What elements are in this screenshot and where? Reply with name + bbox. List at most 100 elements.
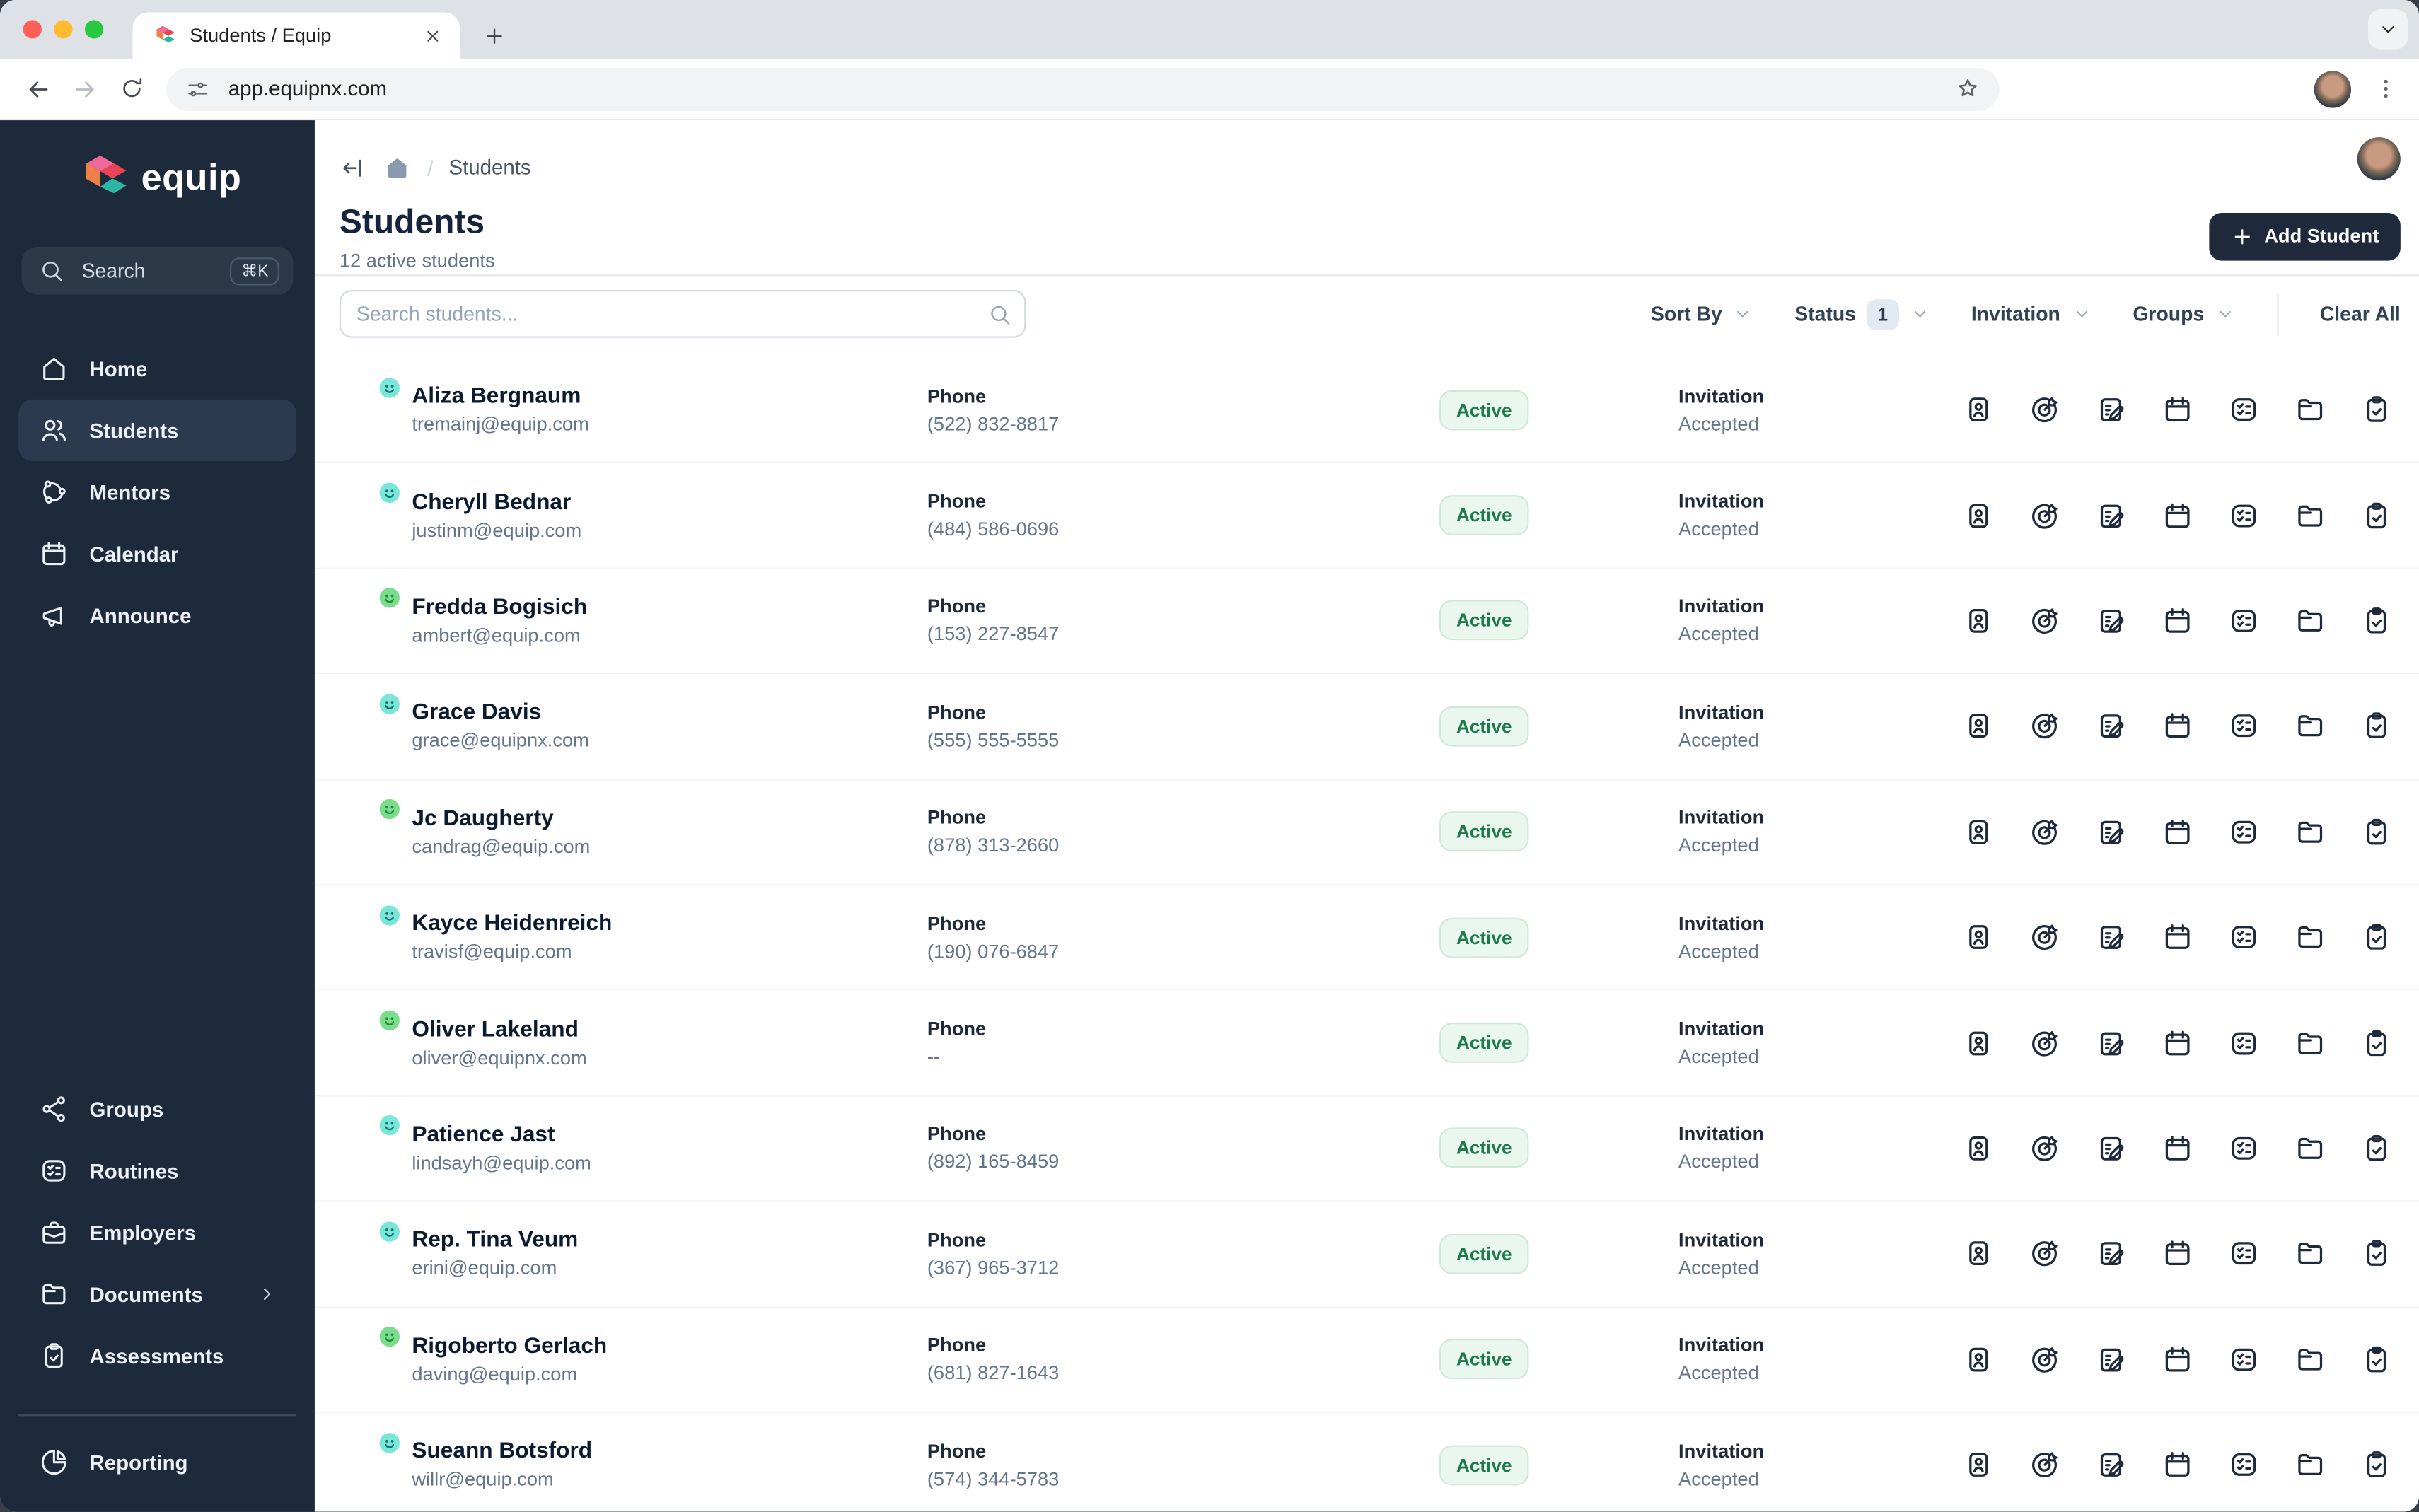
add-student-button[interactable]: Add Student — [2208, 211, 2401, 260]
row-action-assessments-clipboard-icon[interactable] — [2354, 704, 2397, 748]
row-action-assessments-clipboard-icon[interactable] — [2354, 494, 2397, 537]
row-action-routines-icon[interactable] — [2222, 1127, 2265, 1170]
forward-button[interactable] — [62, 66, 108, 112]
row-action-goals-target-icon[interactable] — [2022, 1021, 2065, 1064]
sidebar-item-mentors[interactable]: Mentors — [18, 461, 296, 523]
row-action-calendar-icon[interactable] — [2155, 1127, 2198, 1170]
browser-tab[interactable]: Students / Equip — [132, 12, 460, 59]
student-name[interactable]: Cheryll Bednar — [412, 489, 572, 515]
student-name[interactable]: Patience Jast — [412, 1122, 555, 1148]
student-name[interactable]: Kayce Heidenreich — [412, 912, 613, 937]
row-action-profile-card-icon[interactable] — [1956, 1443, 2000, 1487]
row-action-assessments-clipboard-icon[interactable] — [2354, 1443, 2397, 1487]
student-row[interactable]: Aliza Bergnaum tremainj@equip.com Phone (52… — [314, 358, 2419, 464]
row-action-routines-icon[interactable] — [2222, 1443, 2265, 1487]
student-row[interactable]: Grace Davis grace@equipnx.com Phone (555) 5… — [314, 675, 2419, 780]
sidebar-item-announce[interactable]: Announce — [18, 585, 296, 646]
row-action-profile-card-icon[interactable] — [1956, 810, 2000, 854]
student-name[interactable]: Grace Davis — [412, 701, 542, 726]
student-name[interactable]: Rep. Tina Veum — [412, 1228, 579, 1253]
filter-sort-by[interactable]: Sort By — [1651, 302, 1753, 325]
row-action-profile-card-icon[interactable] — [1956, 916, 2000, 959]
row-action-profile-card-icon[interactable] — [1956, 1021, 2000, 1064]
collapse-sidebar-icon[interactable] — [340, 153, 367, 181]
clear-all-filters-button[interactable]: Clear All — [2319, 302, 2401, 326]
students-search-input[interactable] — [341, 302, 1025, 326]
sidebar-item-routines[interactable]: Routines — [18, 1140, 296, 1202]
address-bar[interactable]: app.equipnx.com — [166, 66, 2000, 110]
row-action-profile-card-icon[interactable] — [1956, 388, 2000, 431]
row-action-documents-folder-icon[interactable] — [2288, 599, 2331, 642]
sidebar-item-calendar[interactable]: Calendar — [18, 523, 296, 584]
student-name[interactable]: Sueann Botsford — [412, 1439, 593, 1465]
filter-status[interactable]: Status 1 — [1794, 298, 1930, 330]
row-action-goals-target-icon[interactable] — [2022, 916, 2065, 959]
row-action-goals-target-icon[interactable] — [2022, 388, 2065, 431]
row-action-routines-icon[interactable] — [2222, 388, 2265, 431]
row-action-goals-target-icon[interactable] — [2022, 1443, 2065, 1487]
student-row[interactable]: Kayce Heidenreich travisf@equip.com Phone (… — [314, 885, 2419, 991]
row-action-notes-icon[interactable] — [2089, 704, 2132, 748]
row-action-notes-icon[interactable] — [2089, 1443, 2132, 1487]
student-name[interactable]: Rigoberto Gerlach — [412, 1334, 608, 1359]
sidebar-search[interactable]: Search ⌘K — [21, 246, 294, 295]
row-action-routines-icon[interactable] — [2222, 494, 2265, 537]
row-action-goals-target-icon[interactable] — [2022, 1337, 2065, 1380]
row-action-goals-target-icon[interactable] — [2022, 1127, 2065, 1170]
sidebar-item-assessments[interactable]: Assessments — [18, 1325, 296, 1387]
tab-search-button[interactable] — [2368, 9, 2408, 50]
sidebar-item-students[interactable]: Students — [18, 399, 296, 462]
row-action-assessments-clipboard-icon[interactable] — [2354, 1337, 2397, 1380]
row-action-notes-icon[interactable] — [2089, 916, 2132, 959]
row-action-documents-folder-icon[interactable] — [2288, 1021, 2331, 1064]
row-action-profile-card-icon[interactable] — [1956, 494, 2000, 537]
row-action-calendar-icon[interactable] — [2155, 1443, 2198, 1487]
row-action-documents-folder-icon[interactable] — [2288, 916, 2331, 959]
filter-groups[interactable]: Groups — [2133, 302, 2234, 325]
row-action-assessments-clipboard-icon[interactable] — [2354, 916, 2397, 959]
row-action-assessments-clipboard-icon[interactable] — [2354, 1127, 2397, 1170]
row-action-notes-icon[interactable] — [2089, 599, 2132, 642]
row-action-calendar-icon[interactable] — [2155, 1337, 2198, 1380]
row-action-documents-folder-icon[interactable] — [2288, 810, 2331, 854]
student-row[interactable]: Fredda Bogisich ambert@equip.com Phone (153… — [314, 569, 2419, 675]
student-name[interactable]: Aliza Bergnaum — [412, 384, 581, 409]
row-action-documents-folder-icon[interactable] — [2288, 388, 2331, 431]
row-action-documents-folder-icon[interactable] — [2288, 1127, 2331, 1170]
row-action-documents-folder-icon[interactable] — [2288, 704, 2331, 748]
browser-profile-avatar[interactable] — [2314, 70, 2352, 107]
row-action-calendar-icon[interactable] — [2155, 810, 2198, 854]
row-action-notes-icon[interactable] — [2089, 1232, 2132, 1275]
row-action-notes-icon[interactable] — [2089, 1021, 2132, 1064]
row-action-routines-icon[interactable] — [2222, 1232, 2265, 1275]
back-button[interactable] — [16, 66, 62, 112]
row-action-profile-card-icon[interactable] — [1956, 1337, 2000, 1380]
student-row[interactable]: Rigoberto Gerlach daving@equip.com Phone (6… — [314, 1308, 2419, 1413]
student-row[interactable]: Jc Daugherty candrag@equip.com Phone (878) … — [314, 780, 2419, 885]
row-action-profile-card-icon[interactable] — [1956, 1232, 2000, 1275]
row-action-calendar-icon[interactable] — [2155, 1232, 2198, 1275]
row-action-assessments-clipboard-icon[interactable] — [2354, 599, 2397, 642]
sidebar-item-reporting[interactable]: Reporting — [18, 1431, 296, 1493]
row-action-notes-icon[interactable] — [2089, 388, 2132, 431]
row-action-profile-card-icon[interactable] — [1956, 704, 2000, 748]
student-row[interactable]: Rep. Tina Veum erini@equip.com Phone (367) … — [314, 1202, 2419, 1308]
row-action-assessments-clipboard-icon[interactable] — [2354, 810, 2397, 854]
sidebar-item-home[interactable]: Home — [18, 338, 296, 400]
new-tab-button[interactable] — [472, 14, 515, 57]
breadcrumb-current[interactable]: Students — [448, 156, 531, 180]
row-action-routines-icon[interactable] — [2222, 810, 2265, 854]
row-action-notes-icon[interactable] — [2089, 494, 2132, 537]
row-action-goals-target-icon[interactable] — [2022, 494, 2065, 537]
student-name[interactable]: Jc Daugherty — [412, 806, 554, 832]
row-action-routines-icon[interactable] — [2222, 1337, 2265, 1380]
row-action-goals-target-icon[interactable] — [2022, 704, 2065, 748]
row-action-goals-target-icon[interactable] — [2022, 599, 2065, 642]
breadcrumb-home-icon[interactable] — [383, 153, 412, 182]
row-action-routines-icon[interactable] — [2222, 704, 2265, 748]
row-action-profile-card-icon[interactable] — [1956, 1127, 2000, 1170]
row-action-assessments-clipboard-icon[interactable] — [2354, 1021, 2397, 1064]
close-window-button[interactable] — [23, 20, 42, 39]
student-row[interactable]: Sueann Botsford willr@equip.com Phone (574)… — [315, 1413, 2419, 1512]
row-action-documents-folder-icon[interactable] — [2288, 1337, 2331, 1380]
